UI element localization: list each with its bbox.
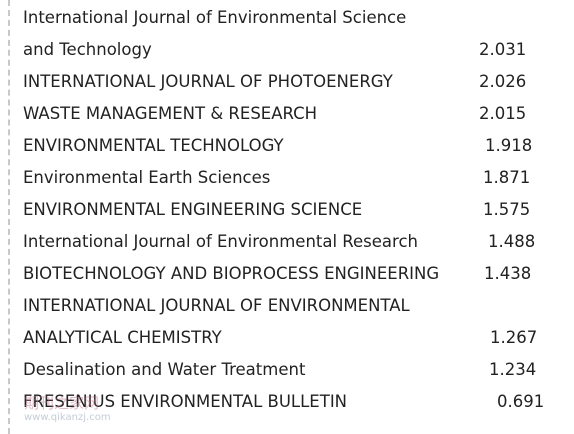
journal-name: WASTE MANAGEMENT & RESEARCH [23,104,318,123]
watermark-url: www.qikanzj.com [24,412,111,423]
impact-factor: 1.575 [483,200,531,219]
impact-factor: 2.015 [479,104,527,123]
journal-name: INTERNATIONAL JOURNAL OF ENVIRONMENTAL [23,296,410,315]
journal-name: BIOTECHNOLOGY AND BIOPROCESS ENGINEERING [23,264,440,283]
journal-name: International Journal of Environmental R… [23,232,418,251]
journal-name: Environmental Earth Sciences [23,168,271,187]
impact-factor: 2.026 [479,72,527,91]
impact-factor: 1.918 [485,136,533,155]
journal-name: FRESENIUS ENVIRONMENTAL BULLETIN [23,392,348,411]
journal-name: Desalination and Water Treatment [23,360,306,379]
impact-factor: 1.488 [488,232,536,251]
impact-factor: 0.691 [497,392,545,411]
journal-name: ENVIRONMENTAL ENGINEERING SCIENCE [23,200,363,219]
impact-factor: 1.234 [489,360,537,379]
impact-factor: 2.031 [479,40,527,59]
impact-factor: 1.438 [484,264,532,283]
journal-name: International Journal of Environmental S… [23,8,407,27]
journal-name: ENVIRONMENTAL TECHNOLOGY [23,136,284,155]
dashed-border [8,0,10,434]
impact-factor: 1.267 [490,328,538,347]
impact-factor: 1.871 [483,168,531,187]
journal-name: INTERNATIONAL JOURNAL OF PHOTOENERGY [23,72,393,91]
journal-name: and Technology [23,40,152,59]
watermark-name: 期刊之家网 [24,394,100,412]
journal-name: ANALYTICAL CHEMISTRY [23,328,222,347]
